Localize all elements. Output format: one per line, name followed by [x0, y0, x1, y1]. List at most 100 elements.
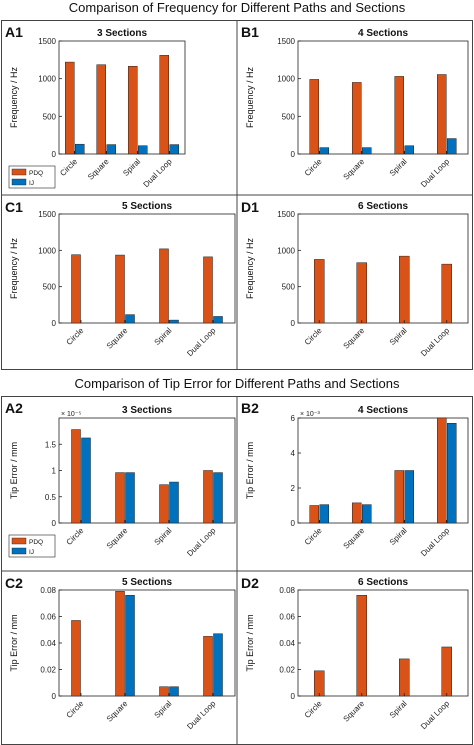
- x-tick-label: Spiral: [388, 699, 409, 720]
- chart-b2: B2 4 Sections 0 2 4 6 × 10⁻³ Tip Error / mm Circ…: [236, 396, 469, 571]
- legend: PDQ IJ: [8, 534, 56, 558]
- bar-pdq: [399, 255, 410, 324]
- bar-ij: [447, 423, 457, 524]
- x-tick-label: Spiral: [153, 526, 174, 547]
- y-tick-label: 4: [291, 449, 296, 458]
- y-tick-label: 500: [282, 112, 296, 121]
- y-tick-label: 0: [52, 319, 57, 328]
- bar-ij: [169, 319, 179, 324]
- panel-label: B2: [241, 400, 259, 416]
- x-tick-label: Dual Loop: [185, 699, 218, 732]
- bar-pdq: [96, 64, 106, 155]
- y-axis-label: Tip Error / mm: [9, 442, 19, 499]
- axes-box: [297, 417, 469, 524]
- y-tick-label: 0: [52, 150, 57, 159]
- legend-label: IJ: [29, 180, 34, 187]
- axes-box: [297, 213, 469, 324]
- x-tick-label: Circle: [65, 526, 86, 547]
- bar-ij: [213, 633, 223, 697]
- chart-a2: A2 3 Sections 0 0.5 1 1.5 × 10⁻⁵ Tip Error / mm…: [5, 400, 236, 558]
- bar-pdq: [394, 76, 404, 155]
- x-tick-label: Spiral: [153, 699, 174, 720]
- y-tick-label: 0.04: [279, 639, 295, 648]
- bar-pdq: [203, 636, 213, 697]
- bar-pdq: [115, 254, 125, 324]
- bar-pdq: [65, 61, 75, 155]
- figure2-title: Comparison of Tip Error for Different Pa…: [74, 376, 400, 391]
- y-tick-label: 1500: [277, 210, 295, 219]
- x-tick-label: Circle: [303, 699, 324, 720]
- panel-label: D2: [241, 575, 259, 591]
- chart-d2: D2 6 Sections 0 0.02 0.04 0.06 0.08 Tip Error /…: [236, 570, 473, 745]
- x-tick-label: Square: [342, 699, 367, 724]
- x-tick-label: Square: [342, 157, 367, 182]
- y-tick-label: 0.08: [279, 586, 295, 595]
- bar-pdq: [71, 620, 81, 697]
- x-tick-label: Dual Loop: [419, 157, 452, 190]
- legend: PDQ IJ: [8, 165, 56, 189]
- bar-pdq: [352, 502, 362, 524]
- bar-pdq: [115, 472, 125, 524]
- y-tick-label: 1500: [277, 37, 295, 46]
- x-tick-label: Dual Loop: [419, 526, 452, 559]
- x-tick-label: Square: [105, 326, 130, 351]
- bar-pdq: [441, 646, 452, 697]
- x-tick-label: Square: [86, 157, 111, 182]
- x-tick-label: Square: [105, 526, 130, 551]
- x-tick-label: Circle: [303, 526, 324, 547]
- bar-pdq: [356, 262, 367, 324]
- y-tick-label: 6: [291, 414, 296, 423]
- bar-pdq: [159, 686, 169, 697]
- y-tick-label: 500: [43, 112, 57, 121]
- y-tick-label: 0.02: [279, 666, 295, 675]
- bar-pdq: [441, 263, 452, 324]
- y-tick-label: 500: [282, 283, 296, 292]
- bar-ij: [125, 472, 135, 524]
- bar-pdq: [203, 256, 213, 324]
- bar-pdq: [399, 658, 410, 697]
- y-axis-label: Frequency / Hz: [9, 66, 19, 128]
- y-tick-label: 2: [291, 484, 296, 493]
- y-tick-label: 0.02: [40, 666, 56, 675]
- bar-pdq: [437, 417, 447, 524]
- y-tick-label: 1000: [38, 75, 56, 84]
- bar-ij: [404, 145, 414, 155]
- y-axis-label: Frequency / Hz: [9, 237, 19, 299]
- legend-label: PDQ: [29, 170, 43, 177]
- bar-ij: [447, 138, 457, 155]
- x-tick-label: Dual Loop: [142, 157, 175, 190]
- subplot-title: 3 Sections: [122, 405, 172, 416]
- bar-ij: [362, 147, 372, 155]
- y-tick-label: 1: [52, 467, 57, 476]
- bar-ij: [362, 504, 372, 524]
- y-tick-label: 0: [291, 519, 296, 528]
- legend-swatch-ij: [11, 178, 27, 186]
- y-tick-label: 0: [52, 519, 57, 528]
- bar-pdq: [115, 591, 125, 697]
- y-scale-label: × 10⁻³: [300, 411, 321, 418]
- bar-pdq: [352, 82, 362, 155]
- subplot-title: 6 Sections: [358, 577, 408, 588]
- axes-box: [58, 40, 186, 155]
- x-tick-label: Spiral: [388, 157, 409, 178]
- bar-ij: [319, 147, 329, 155]
- bar-ij: [125, 595, 135, 697]
- y-axis-label: Tip Error / mm: [245, 614, 255, 671]
- bar-pdq: [159, 248, 169, 324]
- chart-c2: C2 5 Sections 0 0.02 0.04 0.06 0.08 Tip Error /…: [1, 570, 237, 732]
- bar-pdq: [314, 670, 325, 697]
- legend-swatch-ij: [11, 547, 27, 555]
- y-tick-label: 0: [291, 319, 296, 328]
- bar-pdq: [71, 429, 81, 524]
- bar-pdq: [314, 259, 325, 324]
- chart-b1: B1 4 Sections 0 500 1000 1500 Frequency / Hz Ci…: [236, 20, 469, 195]
- axes-box: [58, 213, 236, 324]
- bar-ij: [81, 437, 91, 524]
- x-tick-label: Circle: [65, 699, 86, 720]
- y-tick-label: 1500: [38, 37, 56, 46]
- bar-pdq: [437, 74, 447, 155]
- y-axis-label: Frequency / Hz: [245, 66, 255, 128]
- y-tick-label: 0: [52, 692, 57, 701]
- bar-ij: [213, 472, 223, 524]
- x-tick-label: Dual Loop: [419, 326, 452, 359]
